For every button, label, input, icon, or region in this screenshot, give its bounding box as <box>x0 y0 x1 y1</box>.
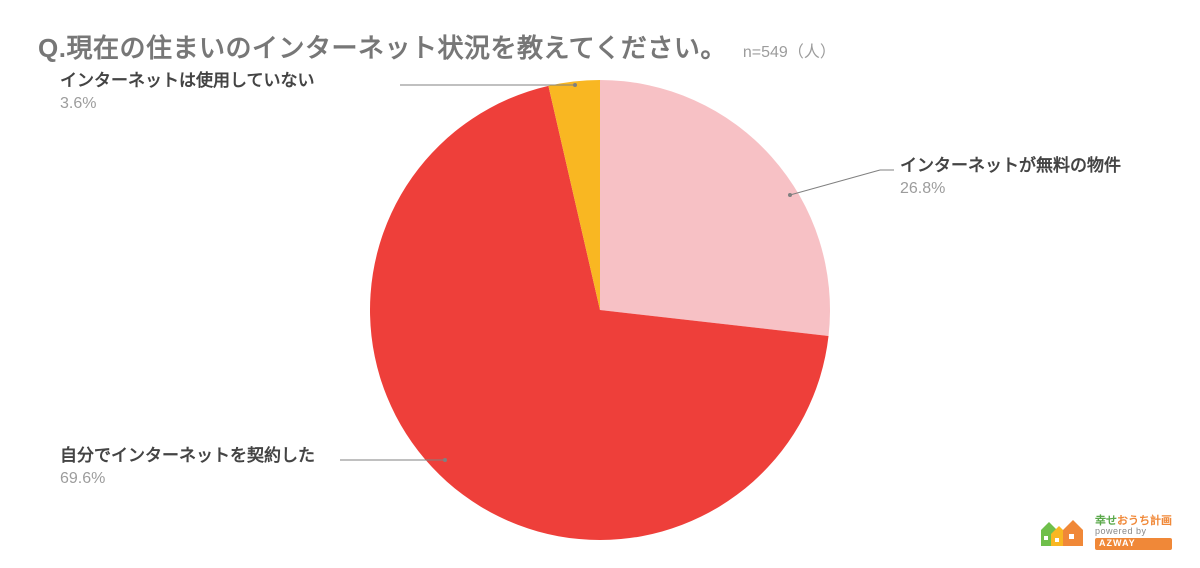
pie-chart <box>370 80 830 540</box>
title-text: 現在の住まいのインターネット状況を教えてください。 <box>66 33 726 63</box>
slice-label-text: インターネットが無料の物件 <box>900 155 1121 177</box>
slice-label-free-internet: インターネットが無料の物件 26.8% <box>900 155 1121 200</box>
pie-slice <box>600 80 830 336</box>
title-prefix: Q. <box>38 33 66 63</box>
logo-line2: powered by <box>1095 527 1172 537</box>
chart-title: Q.現在の住まいのインターネット状況を教えてください。 <box>38 28 727 65</box>
brand-logo: 幸せおうち計画 powered by AZWAY <box>1033 515 1172 550</box>
logo-houses-icon <box>1033 516 1089 550</box>
slice-label-value: 26.8% <box>900 179 1121 200</box>
slice-label-no-internet: インターネットは使用していない 3.6% <box>60 70 315 115</box>
logo-text: 幸せおうち計画 powered by AZWAY <box>1095 515 1172 550</box>
logo-line3: AZWAY <box>1095 538 1172 550</box>
slice-label-value: 3.6% <box>60 94 315 115</box>
slice-label-text: インターネットは使用していない <box>60 70 315 92</box>
slice-label-self-contract: 自分でインターネットを契約した 69.6% <box>60 445 315 490</box>
chart-subtitle: n=549（人） <box>743 38 836 62</box>
slice-label-text: 自分でインターネットを契約した <box>60 445 315 467</box>
chart-title-row: Q.現在の住まいのインターネット状況を教えてください。 n=549（人） <box>38 28 836 65</box>
slice-label-value: 69.6% <box>60 469 315 490</box>
